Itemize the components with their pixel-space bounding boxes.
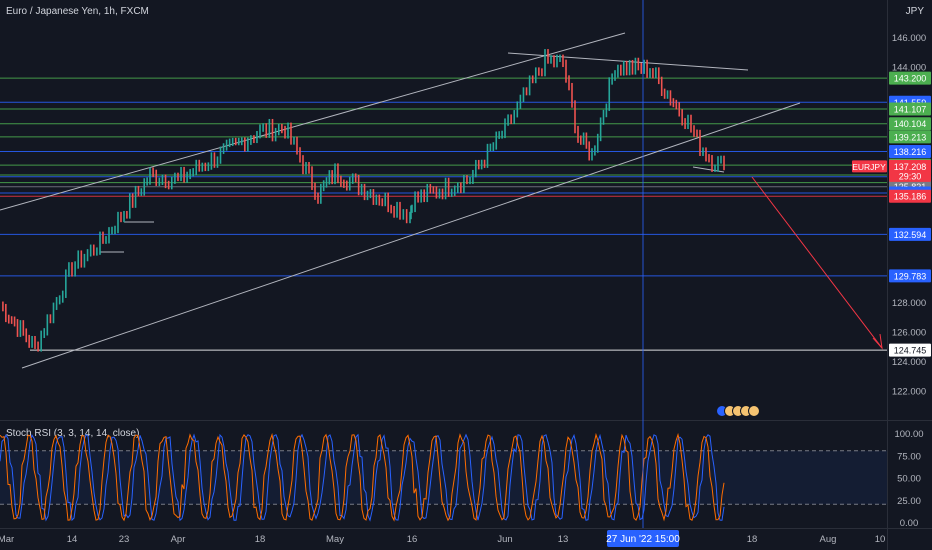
time-tick-label: 13 [558, 534, 569, 545]
stoch-d-line [0, 432, 725, 522]
rsi-tick-label: 25.00 [897, 496, 921, 507]
level-label-bg [889, 227, 931, 241]
level-label: 141.107 [894, 104, 927, 114]
level-label-bg [889, 343, 931, 357]
time-tick-label: Mar [0, 534, 14, 545]
flag-lower-line [692, 166, 725, 173]
stoch-rsi-title: Stoch RSI (3, 3, 14, 14, close) [6, 428, 140, 439]
level-label-bg [889, 145, 931, 159]
price-axis-unit: JPY [905, 6, 924, 17]
price-tick-label: 128.000 [892, 298, 926, 309]
level-label: 140.104 [894, 119, 927, 129]
rsi-tick-label: 0.00 [900, 518, 919, 529]
countdown: 29:30 [899, 171, 922, 181]
channel-lower-line [21, 102, 801, 369]
time-tick-label: Aug [820, 534, 837, 545]
time-tick-label: Jun [497, 534, 512, 545]
level-label: 129.783 [894, 271, 927, 281]
level-label: 124.745 [894, 346, 927, 356]
symbol-tag-bg [852, 160, 887, 173]
stoch-k-line [0, 433, 725, 522]
price-axis-border [887, 0, 888, 550]
level-label-bg [889, 117, 931, 131]
projection-arrow [751, 176, 883, 349]
price-tick-label: 146.000 [892, 33, 926, 44]
time-tick-label: 14 [67, 534, 78, 545]
channel-upper-line [0, 32, 626, 211]
level-label-bg [889, 269, 931, 283]
event-icon [748, 405, 760, 417]
current-price: 137.208 [894, 162, 927, 172]
time-tick-label: 23 [119, 534, 130, 545]
level-label: 138.216 [894, 147, 927, 157]
time-tick-label: 18 [747, 534, 758, 545]
time-axis-border [0, 528, 932, 529]
symbol-tag: EURJPY [852, 162, 886, 172]
level-label: 143.200 [894, 74, 927, 84]
level-label: 132.594 [894, 230, 927, 240]
rsi-tick-label: 100.00 [894, 429, 923, 440]
crosshair-time-label: 27 Jun '22 15:00 [606, 534, 680, 545]
price-tick-label: 122.000 [892, 387, 926, 398]
price-tick-label: 126.000 [892, 328, 926, 339]
projection-arrowhead [872, 334, 883, 350]
rsi-tick-label: 50.00 [897, 474, 921, 485]
rsi-tick-label: 75.00 [897, 451, 921, 462]
current-price-bg [889, 159, 931, 182]
chart-title: Euro / Japanese Yen, 1h, FXCM [6, 6, 149, 17]
level-label: 135.186 [894, 192, 927, 202]
time-tick-label: May [326, 534, 344, 545]
level-label-bg [889, 189, 931, 203]
resistance-trendline [507, 52, 749, 71]
time-tick-label: 18 [255, 534, 266, 545]
pane-divider[interactable] [0, 420, 932, 421]
level-label-bg [889, 130, 931, 144]
price-tick-label: 124.000 [892, 357, 926, 368]
crosshair-time-label-bg [607, 530, 679, 547]
level-label-bg [889, 102, 931, 116]
time-tick-label: Apr [171, 534, 186, 545]
time-tick-label: 10 [875, 534, 886, 545]
level-label-bg [889, 71, 931, 85]
level-label: 139.213 [894, 132, 927, 142]
time-tick-label: 16 [407, 534, 418, 545]
price-tick-label: 144.000 [892, 62, 926, 73]
